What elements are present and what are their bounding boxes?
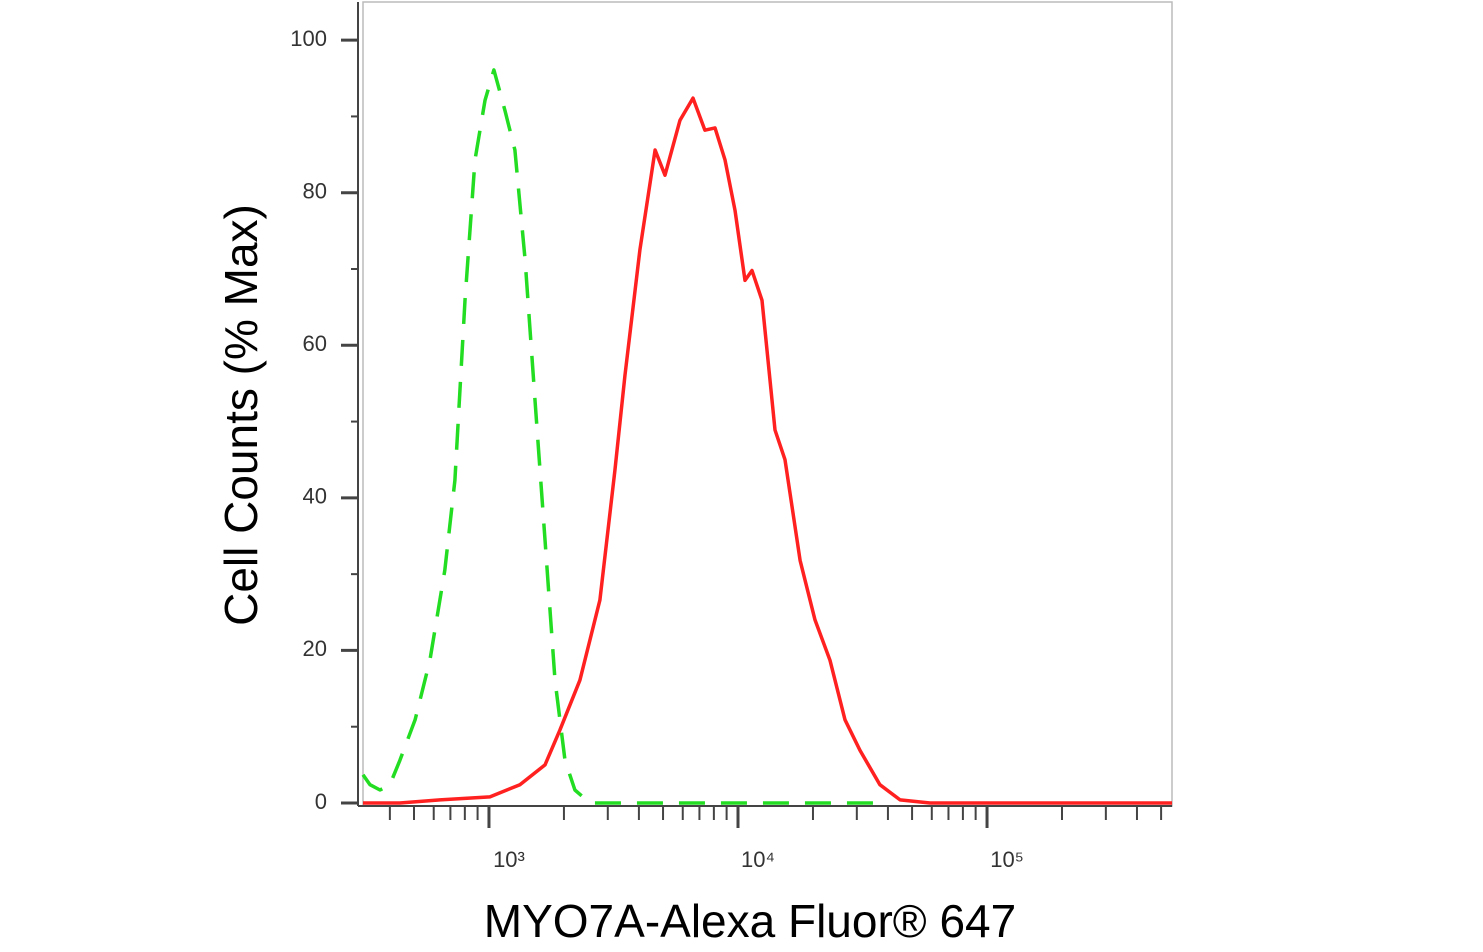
y-tick-label: 20 xyxy=(303,636,327,661)
x-tick-label: 10⁴ xyxy=(741,847,775,872)
plot-frame xyxy=(362,1,1173,807)
histogram-line xyxy=(361,68,880,805)
x-axis-label: MYO7A-Alexa Fluor® 647 xyxy=(484,895,1016,947)
x-tick-label: 10⁵ xyxy=(990,847,1024,872)
x-tick-label: 10³ xyxy=(493,847,525,872)
y-tick-label: 60 xyxy=(303,331,327,356)
y-tick-label: 80 xyxy=(303,179,327,204)
y-tick-label: 100 xyxy=(290,26,327,51)
y-tick-label: 40 xyxy=(303,484,327,509)
y-tick-label: 0 xyxy=(315,789,327,814)
y-axis-label: Cell Counts (% Max) xyxy=(215,204,267,626)
histogram-line xyxy=(363,96,1172,805)
